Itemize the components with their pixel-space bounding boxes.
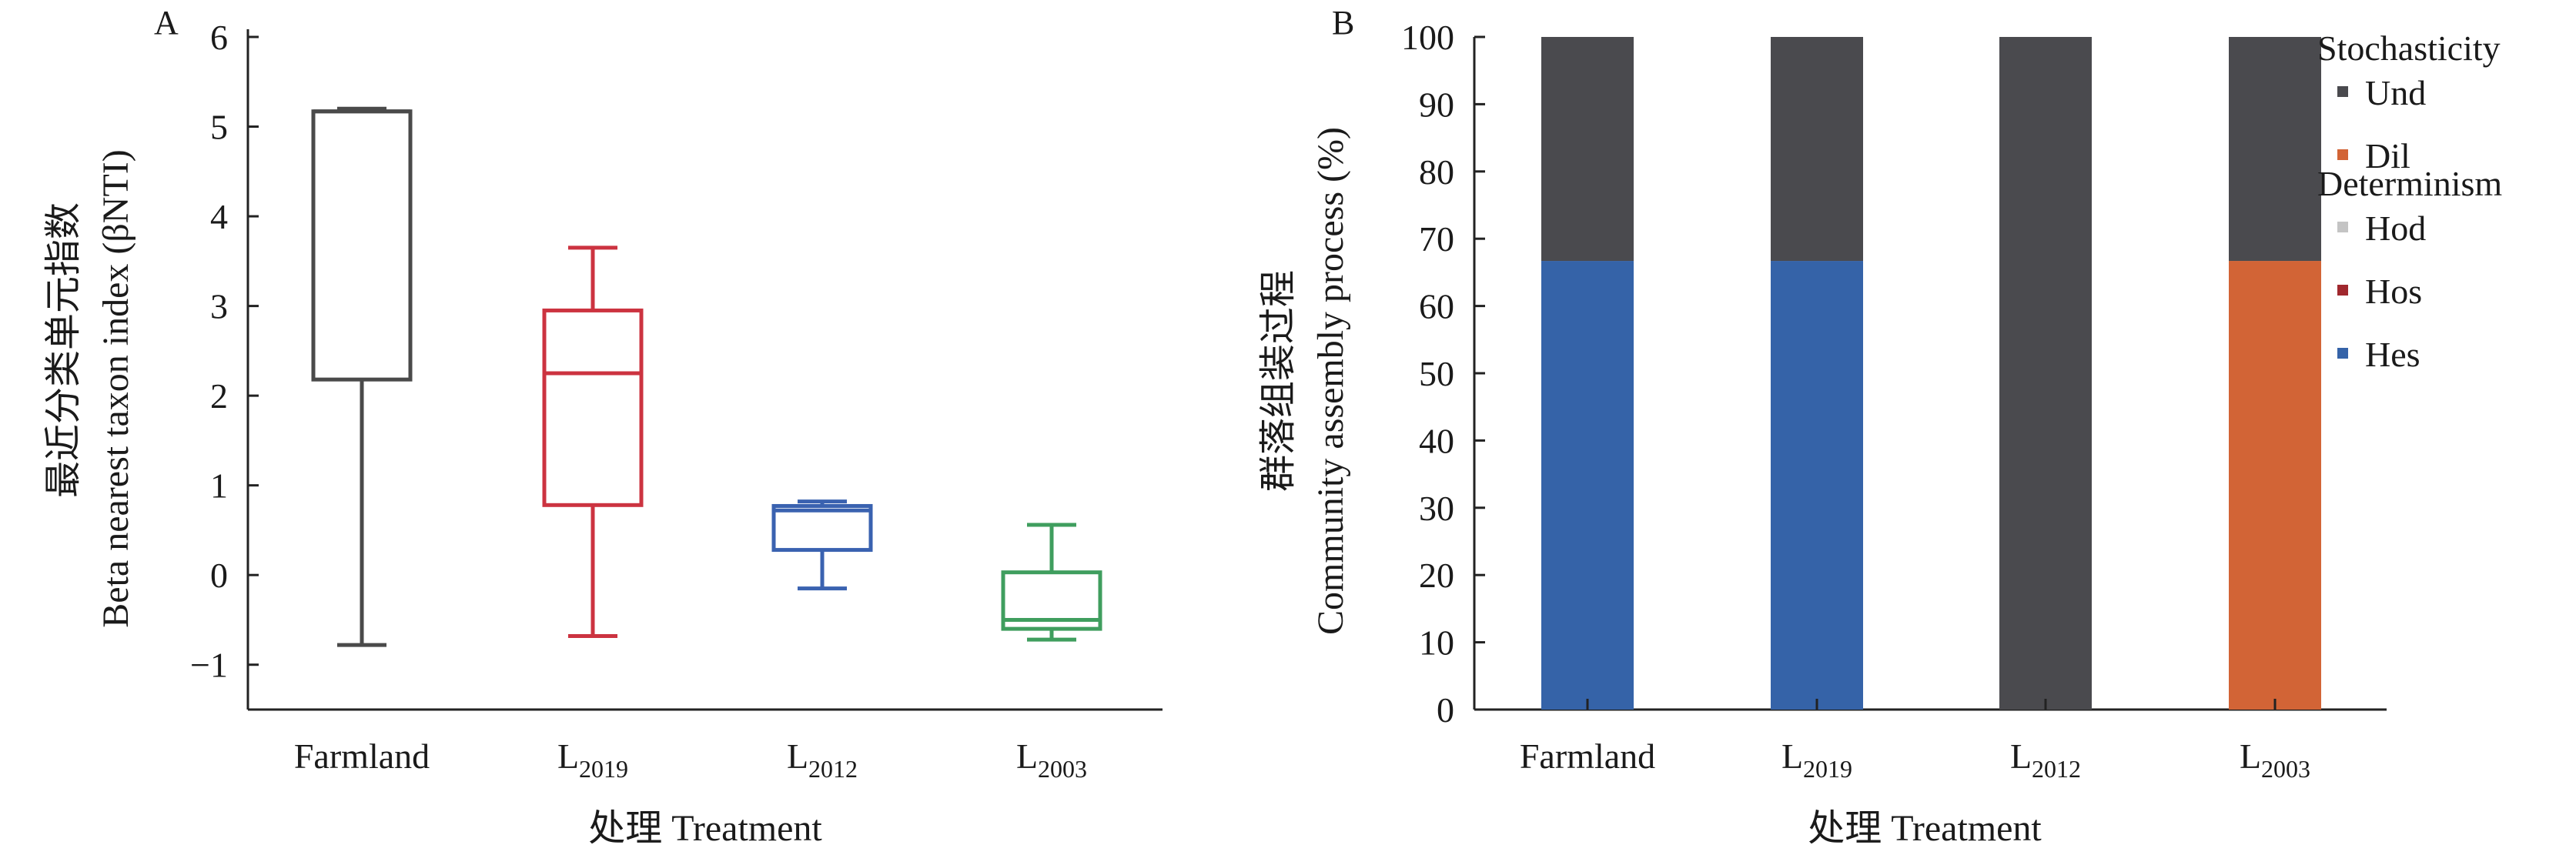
x-tick-label-a-0: Farmland — [294, 736, 430, 776]
legend-label-hos: Hos — [2365, 272, 2422, 311]
legend-swatch-hod — [2337, 222, 2348, 232]
bar-stack-0 — [1541, 37, 1634, 710]
x-tick-label-a-2-base: L — [787, 736, 808, 776]
y-tick-label: 6 — [210, 18, 228, 57]
y-tick-label: 90 — [1419, 85, 1454, 124]
legend-group-title: Stochasticity — [2317, 28, 2501, 68]
x-tick-label-a-1-base: L — [557, 736, 579, 776]
y-tick-label: 100 — [1401, 18, 1454, 57]
y-tick-label: 3 — [210, 287, 228, 326]
y-tick-label: 70 — [1419, 219, 1454, 259]
y-tick-label: 0 — [1437, 690, 1454, 730]
y-axis-title-a-en: Beta nearest taxon index (βNTI) — [95, 149, 136, 628]
x-tick-label-b-2-base: L — [2010, 736, 2032, 776]
y-tick-label: 2 — [210, 376, 228, 416]
x-tick-label-b-1-base: L — [1781, 736, 1803, 776]
x-tick-label-b-1: L2019 — [1781, 736, 1852, 783]
x-tick-label-a-2-subscript: 2012 — [808, 755, 858, 783]
x-tick-label-b-2-subscript: 2012 — [2032, 755, 2081, 783]
x-tick-label-b-3-subscript: 2003 — [2261, 755, 2310, 783]
box-1 — [542, 245, 644, 638]
box-2 — [771, 499, 873, 591]
x-tick-label-a-0-base: Farmland — [294, 736, 430, 776]
bar-segment-dil — [2229, 261, 2321, 710]
x-axis-title-a: 处理 Treatment — [588, 808, 822, 849]
x-tick-label-b-3: L2003 — [2240, 736, 2310, 783]
legend-swatch-dil — [2337, 149, 2348, 160]
y-tick-label: 50 — [1419, 354, 1454, 393]
legend-swatch-hos — [2337, 285, 2348, 296]
legend-swatch-hes — [2337, 348, 2348, 359]
y-axis-title-a-cn: 最近分类单元指数 — [43, 202, 84, 498]
legend-label-hes: Hes — [2365, 335, 2420, 374]
legend-label-dil: Dil — [2365, 136, 2410, 175]
panel-label-a: A — [154, 4, 179, 42]
x-tick-label-a-1-subscript: 2019 — [579, 755, 628, 783]
y-tick-label: 10 — [1419, 623, 1454, 663]
bar-segment-hes — [1541, 261, 1634, 710]
y-tick-label: 5 — [210, 108, 228, 147]
bar-segment-und — [2229, 37, 2321, 262]
legend-label-hod: Hod — [2365, 209, 2426, 248]
bar-stack-1 — [1771, 37, 1863, 710]
y-tick-label: 20 — [1419, 556, 1454, 595]
x-tick-label-a-3-base: L — [1016, 736, 1038, 776]
x-tick-label-b-2: L2012 — [2010, 736, 2081, 783]
y-axis-title-b-cn: 群落组装过程 — [1258, 270, 1299, 492]
bar-segment-und — [1541, 37, 1634, 262]
y-tick-label: 60 — [1419, 287, 1454, 326]
box-0 — [311, 106, 413, 647]
x-tick-label-a-3-subscript: 2003 — [1038, 755, 1087, 783]
y-tick-label: 40 — [1419, 421, 1454, 460]
bar-stack-3 — [2229, 37, 2321, 710]
y-tick-label: −1 — [190, 646, 228, 685]
x-tick-label-a-3: L2003 — [1016, 736, 1087, 783]
legend-label-und: Und — [2365, 73, 2426, 112]
x-tick-label-a-1: L2019 — [557, 736, 628, 783]
y-tick-label: 0 — [210, 556, 228, 595]
x-tick-label-b-1-subscript: 2019 — [1803, 755, 1852, 783]
x-tick-label-b-0-base: Farmland — [1520, 736, 1655, 776]
y-axis-title-b-en: Community assembly process (%) — [1310, 127, 1351, 635]
bar-segment-und — [1771, 37, 1863, 262]
x-tick-label-b-3-base: L — [2240, 736, 2261, 776]
x-tick-label-b-0: Farmland — [1520, 736, 1655, 776]
y-tick-label: 30 — [1419, 489, 1454, 528]
y-tick-label: 4 — [210, 197, 228, 236]
legend-group-title: Determinism — [2317, 164, 2502, 203]
bar-stack-2 — [1999, 37, 2092, 710]
box-3 — [1001, 523, 1102, 642]
box-iqr — [542, 308, 644, 507]
y-tick-label: 80 — [1419, 152, 1454, 192]
box-iqr — [771, 503, 873, 553]
box-iqr — [311, 109, 413, 382]
x-axis-title-b: 处理 Treatment — [1808, 808, 2042, 849]
panel-label-b: B — [1332, 4, 1354, 42]
x-tick-label-a-2: L2012 — [787, 736, 858, 783]
bar-segment-und — [1999, 37, 2092, 710]
bar-segment-hes — [1771, 261, 1863, 710]
legend-swatch-und — [2337, 86, 2348, 97]
y-tick-label: 1 — [210, 466, 228, 506]
